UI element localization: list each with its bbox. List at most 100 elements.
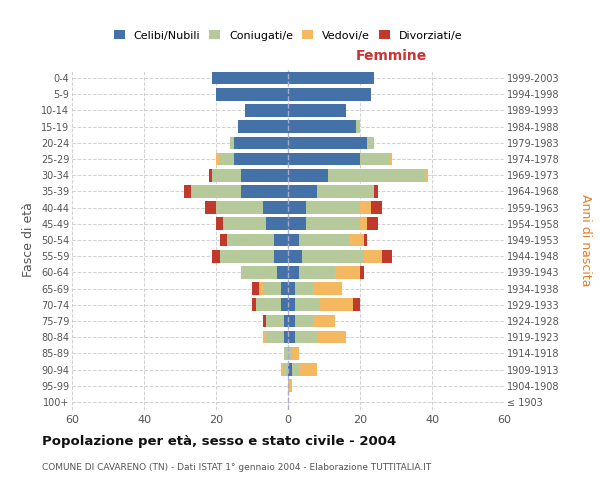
Bar <box>288 363 292 376</box>
Bar <box>288 380 292 392</box>
Bar <box>360 266 364 278</box>
Bar <box>274 234 288 246</box>
Bar <box>234 136 288 149</box>
Bar <box>288 234 299 246</box>
Bar <box>205 202 216 214</box>
Bar <box>320 298 353 311</box>
Text: COMUNE DI CAVARENO (TN) - Dati ISTAT 1° gennaio 2004 - Elaborazione TUTTITALIA.I: COMUNE DI CAVARENO (TN) - Dati ISTAT 1° … <box>42 462 431 471</box>
Bar <box>263 314 266 328</box>
Bar <box>241 185 288 198</box>
Bar <box>263 282 281 295</box>
Bar <box>288 250 302 262</box>
Bar <box>367 218 378 230</box>
Bar <box>288 202 306 214</box>
Bar <box>360 202 371 214</box>
Bar <box>216 152 220 166</box>
Bar <box>277 266 288 278</box>
Bar <box>356 120 360 133</box>
Bar <box>335 266 360 278</box>
Bar <box>191 185 241 198</box>
Bar <box>371 202 382 214</box>
Bar <box>360 152 389 166</box>
Bar <box>292 363 299 376</box>
Bar <box>220 234 227 246</box>
Bar <box>389 152 392 166</box>
Bar <box>216 88 288 101</box>
Bar <box>212 72 288 85</box>
Bar <box>266 218 288 230</box>
Bar <box>288 298 295 311</box>
Bar <box>328 169 425 181</box>
Bar <box>266 331 284 344</box>
Bar <box>299 266 335 278</box>
Bar <box>284 347 288 360</box>
Bar <box>220 250 274 262</box>
Bar <box>295 331 317 344</box>
Bar <box>184 185 191 198</box>
Text: Femmine: Femmine <box>356 49 427 63</box>
Bar <box>288 72 374 85</box>
Bar <box>317 185 374 198</box>
Bar <box>266 314 284 328</box>
Bar <box>288 120 356 133</box>
Bar <box>212 169 241 181</box>
Text: Popolazione per età, sesso e stato civile - 2004: Popolazione per età, sesso e stato civil… <box>42 435 396 448</box>
Bar <box>288 331 295 344</box>
Bar <box>317 331 346 344</box>
Bar <box>284 363 288 376</box>
Bar <box>382 250 392 262</box>
Bar <box>288 218 306 230</box>
Bar <box>299 363 317 376</box>
Bar <box>374 185 378 198</box>
Bar <box>252 282 259 295</box>
Bar <box>284 331 288 344</box>
Bar <box>288 266 299 278</box>
Bar <box>292 347 299 360</box>
Bar <box>306 202 360 214</box>
Bar <box>288 136 367 149</box>
Bar <box>216 202 263 214</box>
Bar <box>241 169 288 181</box>
Bar <box>241 266 277 278</box>
Bar <box>288 152 360 166</box>
Bar <box>288 347 292 360</box>
Bar <box>212 250 220 262</box>
Y-axis label: Fasce di età: Fasce di età <box>22 202 35 278</box>
Bar <box>263 202 288 214</box>
Bar <box>263 331 266 344</box>
Bar <box>288 185 317 198</box>
Bar <box>288 282 295 295</box>
Bar <box>313 282 342 295</box>
Bar <box>353 298 360 311</box>
Bar <box>209 169 212 181</box>
Bar <box>220 152 234 166</box>
Bar <box>227 234 274 246</box>
Bar <box>349 234 364 246</box>
Bar <box>238 120 288 133</box>
Bar <box>252 298 256 311</box>
Bar <box>313 314 335 328</box>
Bar <box>288 88 371 101</box>
Bar <box>364 250 382 262</box>
Bar <box>281 282 288 295</box>
Bar <box>295 298 320 311</box>
Bar <box>223 218 266 230</box>
Bar <box>306 218 360 230</box>
Bar <box>256 298 281 311</box>
Bar <box>284 314 288 328</box>
Bar <box>360 218 367 230</box>
Bar <box>216 218 223 230</box>
Bar <box>245 104 288 117</box>
Bar <box>234 152 288 166</box>
Bar <box>281 298 288 311</box>
Bar <box>299 234 349 246</box>
Bar <box>274 250 288 262</box>
Bar <box>259 282 263 295</box>
Bar <box>295 282 313 295</box>
Bar <box>425 169 428 181</box>
Bar <box>230 136 234 149</box>
Legend: Celibi/Nubili, Coniugati/e, Vedovi/e, Divorziati/e: Celibi/Nubili, Coniugati/e, Vedovi/e, Di… <box>112 28 464 43</box>
Bar <box>364 234 367 246</box>
Bar <box>288 314 295 328</box>
Bar <box>295 314 313 328</box>
